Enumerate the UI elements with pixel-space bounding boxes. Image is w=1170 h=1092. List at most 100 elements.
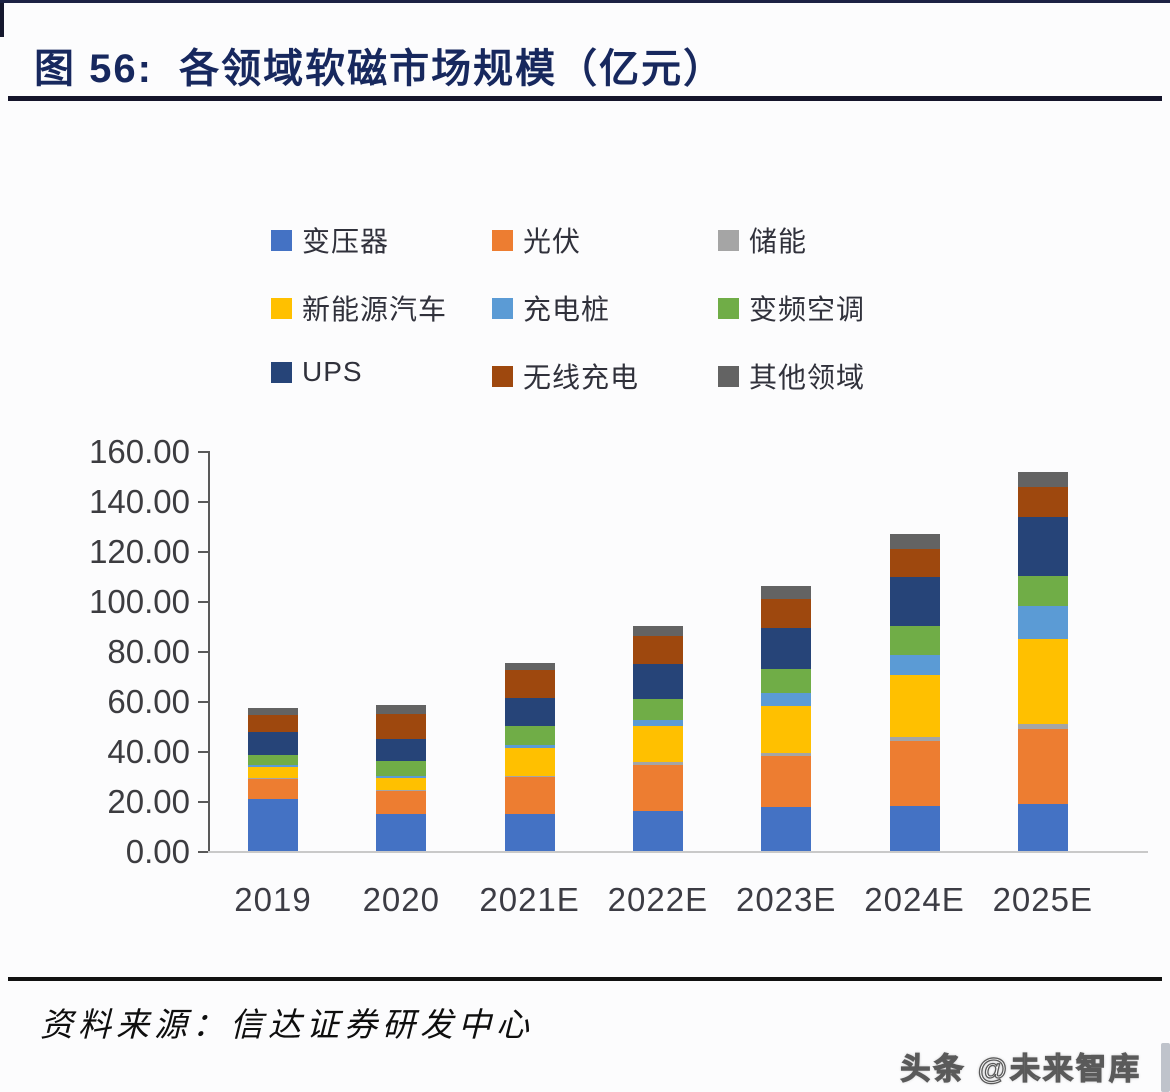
legend-swatch-icon xyxy=(492,229,513,251)
bar-segment-变频空调 xyxy=(1017,576,1068,606)
y-axis-tick xyxy=(198,451,210,453)
stacked-bar-2019 xyxy=(248,708,298,851)
bar-segment-充电桩 xyxy=(248,764,298,767)
y-axis-tick xyxy=(198,651,210,653)
x-axis-label-2023E: 2023E xyxy=(735,881,837,918)
legend-label: 光伏 xyxy=(523,226,582,257)
y-axis-label: 60.00 xyxy=(107,683,190,720)
bar-segment-充电桩 xyxy=(1017,606,1068,639)
legend-swatch-icon xyxy=(718,365,739,387)
y-axis-label: 160.00 xyxy=(89,433,190,470)
bar-segment-光伏 xyxy=(376,791,427,814)
source-note: 资料来源：信达证券研发中心 xyxy=(40,1005,534,1044)
bar-segment-新能源汽车 xyxy=(761,705,812,753)
bar-segment-光伏 xyxy=(1017,728,1068,804)
bar-segment-新能源汽车 xyxy=(632,726,683,763)
bar-segment-变压器 xyxy=(889,806,940,851)
legend-item-1: 变压器 xyxy=(271,220,389,260)
footer-divider xyxy=(8,977,1162,981)
bar-segment-UPS xyxy=(632,663,683,699)
title-divider xyxy=(8,96,1162,101)
bar-segment-变压器 xyxy=(248,798,298,851)
bar-segment-UPS xyxy=(248,732,298,755)
x-axis-label-2019: 2019 xyxy=(234,881,312,918)
y-axis-tick xyxy=(198,501,210,503)
bar-segment-充电桩 xyxy=(632,719,683,726)
bar-segment-变压器 xyxy=(761,807,812,851)
bar-segment-变频空调 xyxy=(248,754,298,765)
x-axis-label-2020: 2020 xyxy=(362,881,440,918)
bar-segment-其他领域 xyxy=(1017,472,1068,488)
bar-segment-新能源汽车 xyxy=(248,766,298,778)
bar-segment-变压器 xyxy=(376,813,427,851)
top-edge-line xyxy=(0,0,1170,3)
bar-segment-变频空调 xyxy=(889,626,940,655)
stacked-bar-2025E xyxy=(1017,472,1068,851)
y-axis-label: 20.00 xyxy=(107,783,190,820)
legend-swatch-icon xyxy=(492,297,513,319)
legend-label: 新能源汽车 xyxy=(302,294,448,325)
y-axis-label: 80.00 xyxy=(107,633,190,670)
y-axis-tick xyxy=(198,751,210,753)
bar-segment-充电桩 xyxy=(504,744,555,749)
bar-segment-其他领域 xyxy=(889,533,940,549)
bar-segment-变压器 xyxy=(504,813,555,851)
legend-item-6: 变频空调 xyxy=(718,288,865,328)
bar-segment-充电桩 xyxy=(376,775,427,778)
legend-item-2: 光伏 xyxy=(492,220,581,260)
bar-segment-变频空调 xyxy=(376,760,427,776)
bar-segment-充电桩 xyxy=(761,693,812,706)
bar-segment-储能 xyxy=(761,753,812,756)
y-axis-tick xyxy=(198,851,210,853)
bar-segment-无线充电 xyxy=(632,636,683,664)
bar-segment-其他领域 xyxy=(632,626,683,636)
legend-item-3: 储能 xyxy=(718,220,807,260)
bar-segment-储能 xyxy=(1017,723,1068,729)
bar-segment-变频空调 xyxy=(504,725,555,745)
x-axis-label-2025E: 2025E xyxy=(992,881,1094,918)
bar-segment-其他领域 xyxy=(761,585,812,600)
bar-segment-无线充电 xyxy=(1017,487,1068,518)
y-axis-label: 120.00 xyxy=(89,533,190,570)
stacked-bar-2021E xyxy=(504,662,555,851)
figure-title: 图 56: 各领域软磁市场规模（亿元） xyxy=(34,47,726,91)
watermark-text: 头条 @未来智库 xyxy=(900,1052,1142,1086)
legend-swatch-icon xyxy=(271,297,292,319)
x-axis-label-2021E: 2021E xyxy=(479,881,580,918)
stacked-bar-2023E xyxy=(761,585,812,851)
bar-segment-变频空调 xyxy=(632,698,683,720)
bar-segment-光伏 xyxy=(504,777,555,814)
scrollbar-thumb[interactable] xyxy=(1161,1043,1170,1092)
bar-segment-储能 xyxy=(632,762,683,765)
bar-segment-新能源汽车 xyxy=(889,674,940,738)
legend-item-4: 新能源汽车 xyxy=(271,288,447,328)
bar-segment-无线充电 xyxy=(889,548,940,578)
legend-item-7: UPS xyxy=(271,356,363,388)
legend-label: 变压器 xyxy=(302,226,390,257)
y-axis-tick xyxy=(198,801,210,803)
legend-swatch-icon xyxy=(718,297,739,319)
legend-swatch-icon xyxy=(718,229,739,251)
legend-label: UPS xyxy=(302,356,363,387)
bar-segment-变压器 xyxy=(1017,803,1068,851)
bar-segment-光伏 xyxy=(761,756,812,808)
bar-segment-UPS xyxy=(1017,517,1068,576)
y-axis-label: 40.00 xyxy=(107,733,190,770)
legend-label: 变频空调 xyxy=(749,294,866,325)
y-axis-tick xyxy=(198,701,210,703)
y-axis-tick xyxy=(198,601,210,603)
legend-item-5: 充电桩 xyxy=(492,288,610,328)
bar-segment-其他领域 xyxy=(504,662,555,670)
bar-segment-光伏 xyxy=(889,741,940,806)
legend-swatch-icon xyxy=(492,365,513,387)
bar-segment-储能 xyxy=(248,777,298,779)
bar-segment-新能源汽车 xyxy=(504,748,555,776)
bar-segment-无线充电 xyxy=(504,669,555,699)
legend-swatch-icon xyxy=(271,361,292,383)
bar-segment-变频空调 xyxy=(761,669,812,693)
bar-segment-变压器 xyxy=(632,811,683,851)
left-edge-mark xyxy=(0,3,4,37)
legend-label: 无线充电 xyxy=(523,362,640,393)
stacked-bar-2022E xyxy=(632,626,683,851)
